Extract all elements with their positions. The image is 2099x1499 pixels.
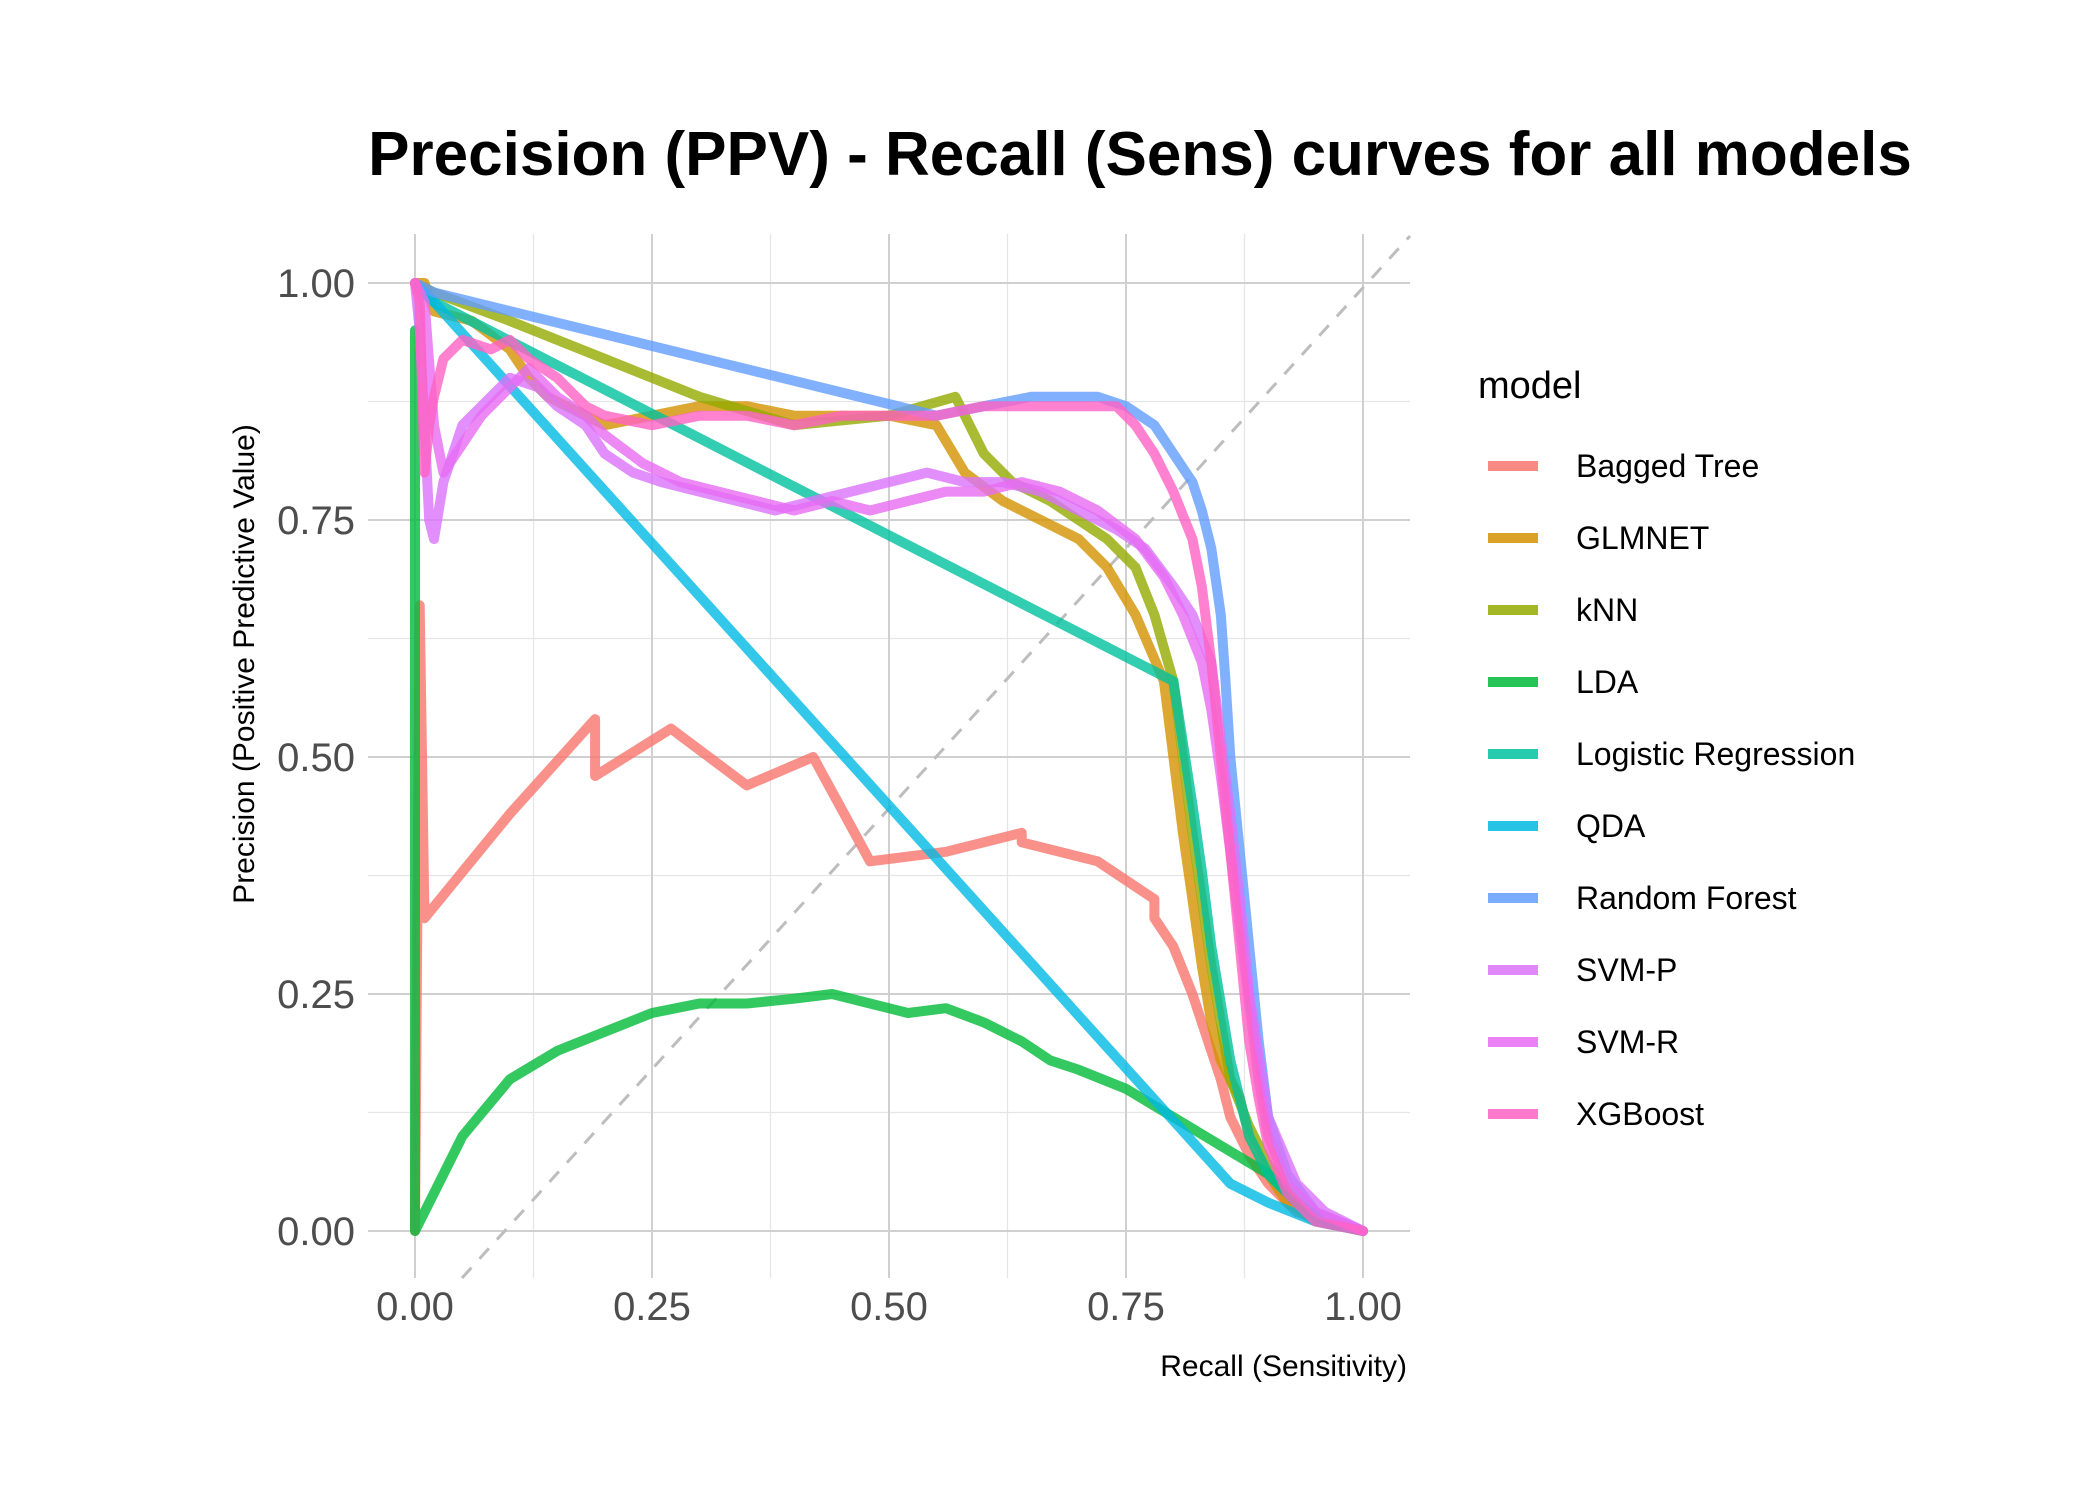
series-line-bagged-tree xyxy=(410,600,1368,1236)
legend-item: QDA xyxy=(1488,808,1646,844)
y-tick-label: 0.00 xyxy=(277,1210,355,1254)
x-tick-label: 0.50 xyxy=(850,1285,928,1329)
legend-item: SVM-R xyxy=(1488,1024,1679,1060)
legend-label: SVM-P xyxy=(1576,952,1677,988)
y-tick-label: 0.25 xyxy=(277,973,355,1017)
x-tick-label: 1.00 xyxy=(1324,1285,1402,1329)
series-line-lda xyxy=(410,325,1368,1236)
series-line-xgboost xyxy=(410,278,1368,1236)
legend-item: XGBoost xyxy=(1488,1096,1704,1132)
legend-item: Logistic Regression xyxy=(1488,736,1855,772)
x-axis-title: Recall (Sensitivity) xyxy=(1160,1350,1407,1383)
legend-title: model xyxy=(1478,365,1582,407)
legend-item: GLMNET xyxy=(1488,520,1709,556)
y-axis-title: Precision (Positive Predictive Value) xyxy=(228,424,261,904)
chart-title: Precision (PPV) - Recall (Sens) curves f… xyxy=(368,120,1912,189)
legend-label: XGBoost xyxy=(1576,1096,1704,1132)
reference-diagonal xyxy=(460,234,1412,1280)
y-tick-label: 1.00 xyxy=(277,262,355,306)
legend-item: kNN xyxy=(1488,592,1638,628)
legend-label: Logistic Regression xyxy=(1576,736,1855,772)
grid-layer xyxy=(368,234,1410,1278)
x-tick-label: 0.00 xyxy=(376,1285,454,1329)
legend-label: QDA xyxy=(1576,808,1646,844)
legend-label: kNN xyxy=(1576,592,1638,628)
legend-item: Bagged Tree xyxy=(1488,448,1759,484)
legend-label: Random Forest xyxy=(1576,880,1797,916)
series-layer xyxy=(410,278,1368,1236)
y-tick-label: 0.50 xyxy=(277,736,355,780)
legend-label: LDA xyxy=(1576,664,1639,700)
legend-item: Random Forest xyxy=(1488,880,1797,916)
legend-label: SVM-R xyxy=(1576,1024,1679,1060)
tick-label-layer: 0.00 0.25 0.50 0.75 1.00 0.00 0.25 0.50 0.75 1.00 xyxy=(277,262,1402,1329)
x-tick-label: 0.25 xyxy=(613,1285,691,1329)
legend-item: LDA xyxy=(1488,664,1639,700)
legend-items: Bagged Tree GLMNET kNN LDA Logistic Regressi… xyxy=(1488,448,1855,1132)
y-tick-label: 0.75 xyxy=(277,499,355,543)
legend-label: Bagged Tree xyxy=(1576,448,1759,484)
legend: model Bagged Tree GLMNET kNN LDA Logistic Re… xyxy=(1478,365,1855,1132)
legend-label: GLMNET xyxy=(1576,520,1709,556)
x-tick-label: 0.75 xyxy=(1087,1285,1165,1329)
legend-item: SVM-P xyxy=(1488,952,1677,988)
reference-line-layer xyxy=(460,234,1412,1280)
